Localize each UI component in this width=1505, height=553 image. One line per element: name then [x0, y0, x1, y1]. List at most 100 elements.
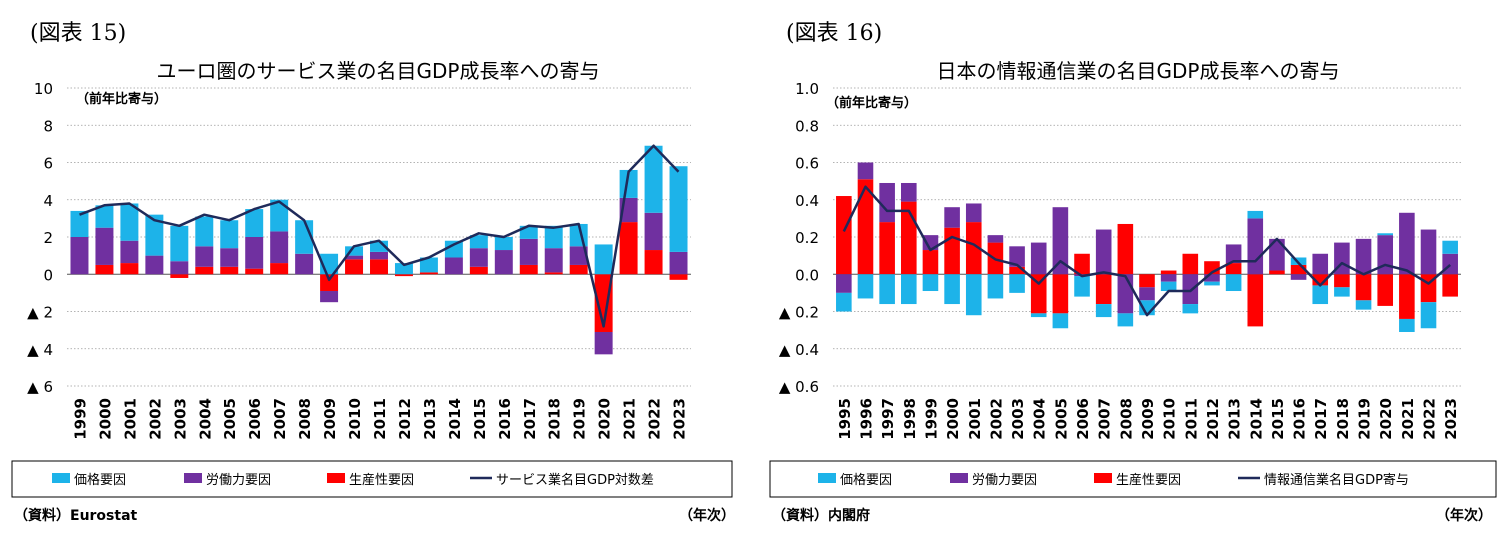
bar-productivity-1997: [879, 222, 895, 275]
bar-productivity-2000: [944, 227, 960, 275]
unit-label-15: （前年比寄与）: [76, 91, 167, 107]
bar-productivity-2020: [1377, 274, 1394, 306]
x-tick-label: 2017: [521, 398, 539, 440]
bar-labor-2019: [569, 246, 588, 265]
bar-labor-1997: [879, 182, 895, 223]
bar-price-2014: [444, 240, 463, 258]
bar-labor-2002: [145, 255, 164, 275]
x-tick-label: 2018: [1334, 398, 1352, 440]
bar-productivity-2018: [1334, 274, 1350, 288]
bar-labor-2009: [1139, 287, 1155, 301]
bar-productivity-2022: [644, 250, 663, 275]
legend-box-15: [11, 460, 733, 498]
x-tick-label: 2003: [1009, 398, 1027, 440]
bar-labor-1999: [70, 237, 89, 275]
y-tick-label: ▲ 0.6: [779, 378, 819, 396]
bar-price-2020: [1377, 233, 1394, 236]
y-axis-16: 1.0 0.8 0.6 0.4 0.2 0.0 ▲ 0.2 ▲ 0.4 ▲ 0.6: [779, 80, 819, 396]
bar-price-2010: [345, 246, 364, 256]
x-tick-label: 1998: [901, 398, 919, 440]
x-tick-label: 2011: [1182, 398, 1200, 440]
bar-productivity-2006: [245, 268, 264, 275]
bar-price-1995: [836, 292, 852, 312]
bar-price-2018: [1334, 287, 1350, 297]
bar-productivity-2005: [220, 266, 239, 275]
x-tick-label: 2009: [321, 398, 339, 440]
y-tick-label: 6: [43, 155, 53, 173]
y-tick-label: 4: [43, 192, 53, 210]
x-tick-label: 2013: [1226, 398, 1244, 440]
bar-productivity-2004: [195, 266, 214, 275]
x-axis-16: 1995 1996 1997 1998 1999 2000 2001 2002 2003 2004…: [836, 398, 1460, 440]
bar-labor-2005: [1052, 207, 1069, 275]
chart-title-16: 日本の情報通信業の名目GDP成長率への寄与: [937, 59, 1340, 83]
bar-productivity-2006: [1074, 253, 1090, 275]
y-axis-15: 10 8 6 4 2 0 ▲ 2 ▲ 4 ▲ 6: [27, 80, 53, 396]
bar-labor-2014: [444, 257, 463, 275]
bar-price-1998: [900, 274, 917, 305]
x-tick-label: 2006: [246, 398, 264, 440]
x-unit-16: （年次）: [1436, 507, 1492, 524]
bar-price-2003: [170, 225, 189, 262]
bar-productivity-2019: [569, 264, 588, 275]
bar-labor-2010: [1160, 274, 1177, 282]
bar-productivity-2009: [320, 274, 339, 292]
bar-price-2002: [145, 214, 164, 256]
bar-productivity-1995: [836, 196, 852, 275]
x-tick-label: 2010: [1161, 398, 1179, 440]
x-tick-label: 1997: [879, 398, 897, 440]
bar-price-2011: [1182, 304, 1199, 314]
y-tick-label: 0.6: [795, 155, 819, 173]
x-tick-label: 2009: [1139, 398, 1157, 440]
bar-productivity-2017: [519, 264, 538, 275]
legend-swatch-labor-15: [184, 473, 202, 483]
x-axis-15: 1999 2000 2001 2002 2003 2004 2005 2006 2007 2008…: [71, 398, 688, 440]
x-tick-label: 2008: [1117, 398, 1135, 440]
x-tick-label: 2014: [1247, 398, 1265, 440]
x-tick-label: 1999: [71, 398, 89, 440]
x-tick-label: 2020: [1377, 398, 1395, 440]
bar-labor-2010: [345, 255, 364, 260]
bar-price-2006: [1074, 276, 1090, 297]
legend-item-productivity-15: 生産性要因: [349, 472, 414, 488]
series-line: [79, 144, 680, 328]
bar-labor-2007: [270, 231, 289, 264]
legend-item-productivity-16: 生産性要因: [1116, 472, 1181, 488]
bar-price-2003: [1009, 274, 1025, 293]
legend-item-line-16: 情報通信業名目GDP寄与: [1264, 472, 1409, 488]
line-15: [79, 144, 680, 328]
bar-productivity-2021: [619, 222, 638, 275]
y-tick-label: ▲ 2: [27, 304, 53, 322]
x-tick-label: 2004: [196, 398, 214, 440]
bar-labor-2008: [1117, 274, 1134, 314]
bar-price-2002: [987, 274, 1004, 299]
y-tick-label: ▲ 0.4: [779, 341, 819, 359]
bar-productivity-2023: [669, 274, 688, 280]
x-tick-label: 2012: [1204, 398, 1222, 440]
x-tick-label: 2008: [296, 398, 314, 440]
bar-productivity-2010: [345, 259, 364, 275]
x-tick-label: 2016: [496, 398, 514, 440]
bar-price-2014: [1247, 210, 1264, 219]
x-tick-label: 2001: [121, 398, 139, 440]
bar-labor-2004: [195, 246, 214, 267]
bar-price-2020: [594, 244, 613, 275]
bar-labor-2006: [245, 237, 264, 269]
bar-productivity-2001: [120, 263, 139, 275]
bar-productivity-2012: [394, 274, 413, 277]
chart-15: (図表 15) ユーロ圏のサービス業の名目GDP成長率への寄与 10 8 6 4 2 0 ▲…: [11, 21, 735, 524]
x-tick-label: 2019: [1356, 398, 1374, 440]
figure-label-16: (図表 16): [786, 21, 882, 46]
y-tick-label: 0.0: [795, 266, 819, 284]
bar-price-2010: [1160, 281, 1177, 292]
y-tick-label: 2: [43, 229, 53, 247]
y-tick-label: 8: [43, 117, 53, 135]
chart-title-15: ユーロ圏のサービス業の名目GDP成長率への寄与: [157, 59, 600, 83]
bar-labor-2000: [95, 227, 114, 265]
bars-15: [70, 145, 688, 355]
y-tick-label: 1.0: [795, 80, 819, 98]
x-tick-label: 2004: [1031, 398, 1049, 440]
bar-productivity-2001: [965, 222, 982, 275]
legend-item-price-16: 価格要因: [840, 472, 892, 488]
bar-price-2022: [1420, 302, 1437, 329]
